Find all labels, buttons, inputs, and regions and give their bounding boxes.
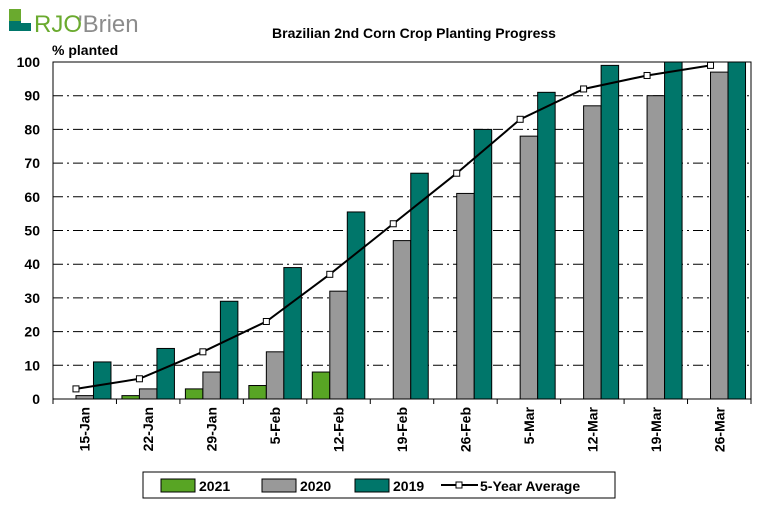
- bar-2020-5-Feb: [265, 351, 285, 400]
- legend-label-2019: 2019: [393, 478, 424, 494]
- bar-2020-19-Feb: [392, 240, 412, 400]
- logo-text-brien: 'Brien: [78, 11, 139, 38]
- y-tick-label: 40: [24, 256, 40, 272]
- avg-marker-12-Mar: [580, 85, 588, 93]
- x-tick-label: 5-Mar: [521, 406, 537, 444]
- y-tick-label: 0: [32, 391, 40, 407]
- bar-2019-5-Mar: [537, 91, 556, 400]
- bar-2020-12-Mar: [583, 105, 602, 400]
- y-tick-label: 10: [24, 357, 40, 373]
- bar-2019-26-Mar: [727, 61, 747, 400]
- plot-border: [52, 61, 752, 400]
- avg-marker-19-Feb: [389, 220, 397, 228]
- avg-marker-22-Jan: [135, 375, 143, 383]
- legend-swatch-2021: [160, 478, 196, 493]
- bar-2020-29-Jan: [202, 371, 221, 400]
- y-tick-label: 60: [24, 189, 40, 205]
- legend-label-2021: 2021: [199, 478, 230, 494]
- y-tick-label: 50: [24, 223, 40, 239]
- bar-2019-29-Jan: [219, 300, 239, 400]
- bar-2021-5-Feb: [248, 385, 267, 400]
- x-tick-label: 12-Feb: [331, 407, 347, 452]
- bar-2020-22-Jan: [138, 388, 158, 400]
- bar-2021-22-Jan: [121, 395, 140, 400]
- avg-marker-5-Mar: [516, 115, 524, 123]
- y-tick-label: 80: [24, 121, 40, 137]
- bar-2019-26-Feb: [473, 128, 493, 400]
- legend-marker-avg: [455, 481, 463, 489]
- logo-mark-cut: [21, 9, 31, 23]
- avg-marker-5-Feb: [262, 317, 270, 325]
- avg-marker-26-Mar: [707, 61, 715, 69]
- bar-2019-22-Jan: [156, 347, 175, 400]
- legend-swatch-2019: [354, 478, 390, 493]
- avg-marker-29-Jan: [199, 348, 207, 356]
- legend-label-avg: 5-Year Average: [480, 478, 580, 494]
- bar-2021-29-Jan: [184, 388, 204, 400]
- y-tick-label: 30: [24, 290, 40, 306]
- x-tick-label: 22-Jan: [140, 407, 156, 451]
- y-tick-label: 100: [17, 54, 41, 70]
- logo-text-rjo: RJO: [34, 11, 82, 38]
- bar-2020-26-Feb: [456, 192, 475, 400]
- bar-2020-12-Feb: [329, 290, 348, 400]
- avg-marker-12-Feb: [326, 270, 334, 278]
- avg-marker-19-Mar: [643, 71, 651, 79]
- y-tick-label: 70: [24, 155, 40, 171]
- x-tick-label: 29-Jan: [204, 407, 220, 451]
- bar-2019-5-Feb: [283, 267, 302, 400]
- y-tick-label: 20: [24, 324, 40, 340]
- bar-2021-12-Feb: [311, 371, 331, 400]
- bar-2020-15-Jan: [75, 395, 94, 400]
- bar-2019-12-Feb: [346, 211, 366, 400]
- legend: 2021 2020 2019 5-Year Average: [142, 471, 616, 499]
- bar-2019-19-Mar: [664, 61, 683, 400]
- legend-swatch-2020: [261, 478, 297, 493]
- avg-marker-15-Jan: [72, 385, 80, 393]
- bar-2020-5-Mar: [519, 135, 539, 400]
- x-tick-label: 26-Mar: [711, 406, 727, 452]
- legend-label-2020: 2020: [300, 478, 331, 494]
- x-tick-label: 5-Feb: [267, 407, 283, 444]
- bar-2019-12-Mar: [600, 64, 620, 400]
- x-tick-label: 26-Feb: [457, 407, 473, 452]
- x-tick-label: 19-Feb: [394, 407, 410, 452]
- avg-marker-26-Feb: [453, 169, 461, 177]
- y-axis-label: % planted: [52, 42, 118, 58]
- bar-2020-26-Mar: [710, 71, 729, 400]
- x-tick-label: 15-Jan: [77, 407, 93, 451]
- y-tick-label: 90: [24, 88, 40, 104]
- x-tick-label: 19-Mar: [648, 406, 664, 452]
- bar-2020-19-Mar: [646, 95, 666, 400]
- bar-2019-15-Jan: [92, 361, 112, 400]
- logo-mark-accent: [9, 9, 21, 21]
- logo: RJO 'Brien: [9, 9, 139, 38]
- chart-title: Brazilian 2nd Corn Crop Planting Progres…: [272, 25, 556, 41]
- x-tick-label: 12-Mar: [584, 406, 600, 452]
